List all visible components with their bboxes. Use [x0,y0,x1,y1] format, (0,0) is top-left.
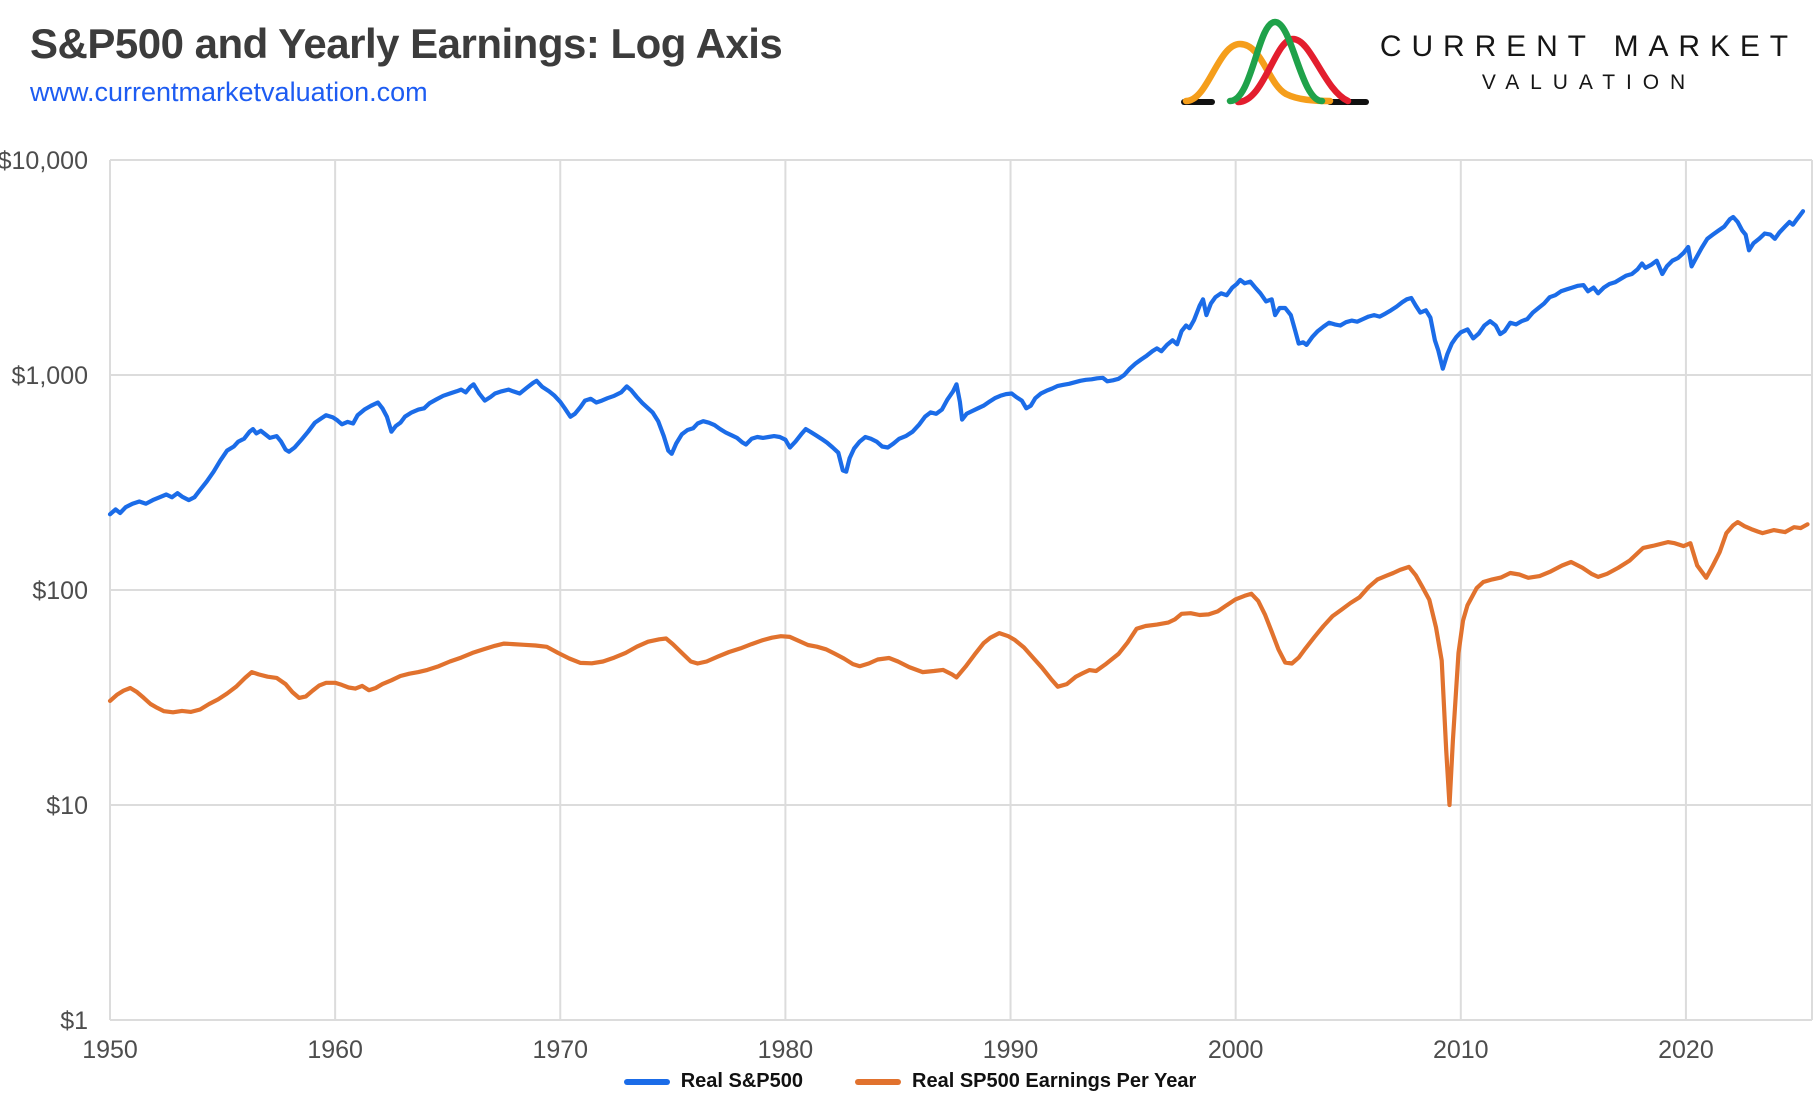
title-block: S&P500 and Yearly Earnings: Log Axis www… [30,20,783,108]
legend-swatch-real-earnings [855,1078,902,1085]
y-tick-label: $10 [46,792,88,820]
chart-legend: Real S&P500 Real SP500 Earnings Per Year [0,1070,1820,1093]
brand-subname: VALUATION [1481,70,1697,94]
x-tick-label: 1980 [758,1036,814,1064]
x-tick-label: 2020 [1658,1036,1714,1064]
brand-text: CURRENT MARKET VALUATION [1380,30,1798,95]
legend-item-real-sp500: Real S&P500 [623,1070,804,1093]
legend-swatch-real-sp500 [623,1078,670,1085]
legend-label-real-sp500: Real S&P500 [680,1070,804,1092]
x-tick-label: 2000 [1208,1036,1264,1064]
y-tick-label: $1 [60,1007,88,1035]
x-tick-label: 2010 [1433,1036,1489,1064]
x-tick-label: 1950 [82,1036,138,1064]
bell-curves-icon [1180,18,1369,106]
series-line-0 [107,209,1806,517]
y-tick-label: $100 [32,577,88,605]
website-link[interactable]: www.currentmarketvaluation.com [30,77,428,107]
series-line-1 [107,520,1810,808]
x-tick-label: 1960 [307,1036,363,1064]
legend-item-real-earnings: Real SP500 Earnings Per Year [855,1070,1196,1093]
x-tick-label: 1990 [983,1036,1039,1064]
brand-logo: CURRENT MARKET VALUATION [1180,14,1798,110]
legend-label-real-earnings: Real SP500 Earnings Per Year [912,1070,1197,1092]
x-tick-label: 1970 [532,1036,588,1064]
page-title: S&P500 and Yearly Earnings: Log Axis [30,20,783,67]
y-tick-label: $10,000 [0,147,88,175]
brand-name: CURRENT MARKET [1379,29,1798,63]
y-tick-label: $1,000 [12,362,88,390]
